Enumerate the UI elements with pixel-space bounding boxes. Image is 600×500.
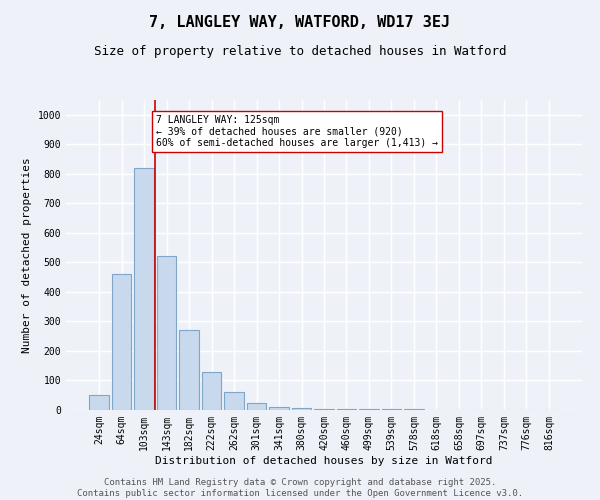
Bar — [314, 408, 334, 410]
Text: 7 LANGLEY WAY: 125sqm
← 39% of detached houses are smaller (920)
60% of semi-det: 7 LANGLEY WAY: 125sqm ← 39% of detached … — [157, 115, 439, 148]
Bar — [202, 372, 221, 410]
Text: Size of property relative to detached houses in Watford: Size of property relative to detached ho… — [94, 45, 506, 58]
Bar — [269, 407, 289, 410]
Y-axis label: Number of detached properties: Number of detached properties — [22, 157, 32, 353]
Bar — [134, 168, 154, 410]
Text: Contains HM Land Registry data © Crown copyright and database right 2025.
Contai: Contains HM Land Registry data © Crown c… — [77, 478, 523, 498]
Bar — [292, 408, 311, 410]
Bar — [247, 402, 266, 410]
Bar — [179, 330, 199, 410]
Bar — [112, 274, 131, 410]
Bar — [224, 392, 244, 410]
Bar — [337, 409, 356, 410]
Bar — [89, 395, 109, 410]
Text: 7, LANGLEY WAY, WATFORD, WD17 3EJ: 7, LANGLEY WAY, WATFORD, WD17 3EJ — [149, 15, 451, 30]
Bar — [359, 409, 379, 410]
Bar — [157, 256, 176, 410]
X-axis label: Distribution of detached houses by size in Watford: Distribution of detached houses by size … — [155, 456, 493, 466]
